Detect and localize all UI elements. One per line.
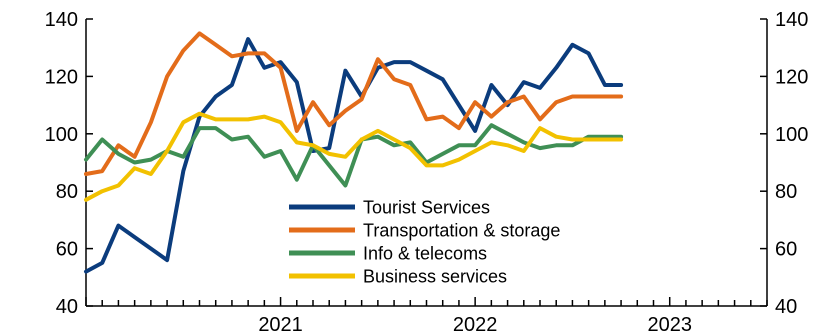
legend-label: Business services (363, 267, 507, 287)
y-tick-label-left: 60 (56, 239, 78, 261)
y-tick-label-left: 100 (45, 124, 78, 146)
y-tick-label-right: 80 (775, 181, 797, 203)
series-line-business-services (84, 111, 624, 202)
y-tick-label-left: 40 (56, 296, 78, 318)
y-tick-label-right: 60 (775, 239, 797, 261)
x-tick-label: 2023 (647, 314, 692, 335)
y-tick-label-right: 100 (775, 124, 808, 146)
x-tick-label: 2021 (258, 314, 303, 335)
legend-label: Transportation & storage (363, 221, 560, 241)
series-layer (84, 31, 624, 274)
series-line-info-telecoms (84, 123, 624, 188)
series-line-transportation-storage (84, 31, 624, 176)
y-tick-label-left: 120 (45, 66, 78, 88)
series-line-tourist-services (84, 37, 624, 274)
y-tick-label-right: 140 (775, 9, 808, 31)
chart-axes: 40 40 60 60 80 80 100 100 120 120 140 140 2021 2022 20… (45, 9, 809, 335)
y-tick-label-left: 80 (56, 181, 78, 203)
legend: Tourist Services Transportation & storage… (289, 198, 560, 287)
legend-label: Info & telecoms (363, 244, 487, 264)
y-tick-label-right: 120 (775, 66, 808, 88)
y-tick-label-left: 140 (45, 9, 78, 31)
y-tick-label-right: 40 (775, 296, 797, 318)
legend-label: Tourist Services (363, 198, 490, 218)
x-tick-label: 2022 (453, 314, 498, 335)
